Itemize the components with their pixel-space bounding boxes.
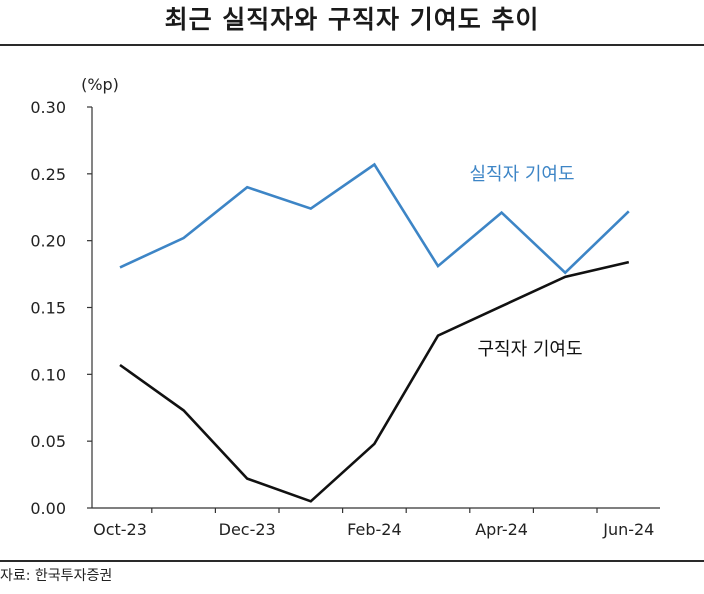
source-note: 자료: 한국투자증권 — [0, 568, 113, 584]
footer-divider — [0, 560, 704, 562]
series-label-2: 구직자 기여도 — [477, 339, 582, 360]
x-tick-label: Dec-23 — [219, 520, 276, 539]
y-tick-label: 0.00 — [30, 499, 66, 518]
series-line-2 — [119, 260, 630, 503]
series-label-1: 실직자 기여도 — [469, 164, 574, 185]
y-tick-label: 0.10 — [30, 365, 66, 384]
y-tick-label: 0.05 — [30, 432, 66, 451]
y-tick-label: 0.20 — [30, 232, 66, 251]
x-tick-label: Apr-24 — [475, 520, 528, 539]
series-line-1 — [119, 162, 630, 275]
x-tick-label: Oct-23 — [93, 520, 147, 539]
chart-title: 최근 실직자와 구직자 기여도 추이 — [164, 5, 540, 34]
y-axis-unit-label: (%p) — [81, 75, 119, 94]
x-tick-label: Feb-24 — [347, 520, 401, 539]
title-divider — [0, 44, 704, 46]
x-tick-label: Jun-24 — [602, 520, 654, 539]
y-tick-label: 0.15 — [30, 299, 66, 318]
line-chart: (%p) 0.00 0.05 0.10 0.15 0.20 0.25 0.30 Oct-23 De… — [30, 75, 660, 539]
y-tick-label: 0.25 — [30, 165, 66, 184]
y-tick-label: 0.30 — [30, 98, 66, 117]
